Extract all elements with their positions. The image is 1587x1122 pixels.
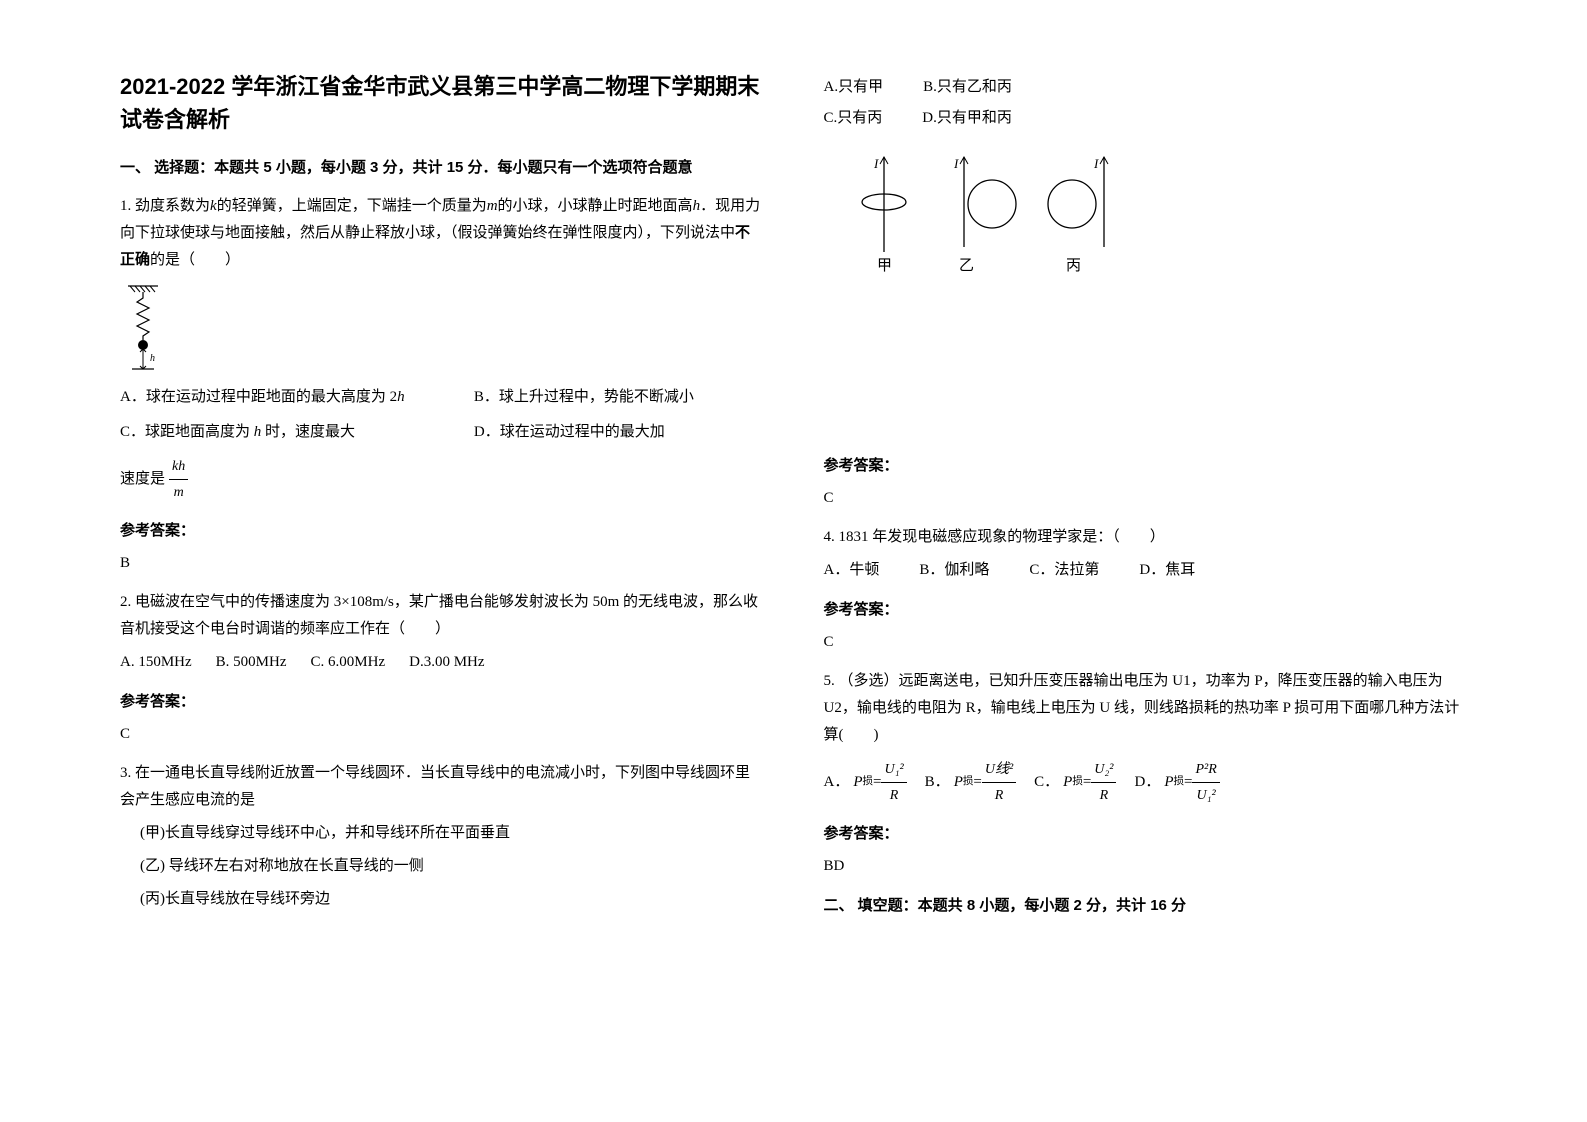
q2-option-b: B. 500MHz <box>216 649 287 676</box>
q3-option-d: D.只有甲和丙 <box>922 105 1012 132</box>
q5-sun-d: 损 <box>1174 773 1185 792</box>
q5-label-c: C． <box>1034 769 1059 796</box>
q1-opt-a-text: A．球在运动过程中距地面的最大高度为 2 <box>120 389 397 405</box>
q5-sun-b: 损 <box>963 773 974 792</box>
q3-line-jia: (甲)长直导线穿过导线环中心，并和导线环所在平面垂直 <box>120 820 764 847</box>
q2-option-c: C. 6.00MHz <box>311 649 386 676</box>
q1-option-c: C．球距地面高度为 h 时，速度最大 <box>120 419 474 446</box>
question-3: 3. 在一通电长直导线附近放置一个导线圆环．当长直导线中的电流减小时，下列图中导… <box>120 760 764 913</box>
svg-text:乙: 乙 <box>959 258 974 274</box>
q5-p-a: P <box>853 769 862 796</box>
q1-opt-c-tail: 时，速度最大 <box>265 424 355 440</box>
q1-optd-frac: kh m <box>169 454 188 505</box>
section-1-header: 一、 选择题：本题共 5 小题，每小题 3 分，共计 15 分．每小题只有一个选… <box>120 154 764 181</box>
q4-option-b: B．伽利略 <box>919 557 989 584</box>
q5-den-b: R <box>982 783 1016 808</box>
q1-part-a: 1. 劲度系数为 <box>120 198 210 214</box>
circuit-yi: I 乙 <box>953 156 1016 274</box>
q5-den-d: U₁² <box>1192 783 1219 808</box>
q1-opt-c-text: C．球距地面高度为 <box>120 424 250 440</box>
q5-sun-c: 损 <box>1072 773 1083 792</box>
q4-option-a: A．牛顿 <box>824 557 880 584</box>
q5-den-c: R <box>1091 783 1116 808</box>
q5-label-a: A． <box>824 769 850 796</box>
question-1: 1. 劲度系数为k的轻弹簧，上端固定，下端挂一个质量为m的小球，小球静止时距地面… <box>120 193 764 505</box>
q3-line-yi: (乙) 导线环左右对称地放在长直导线的一侧 <box>120 853 764 880</box>
q5-label-b: B． <box>925 769 950 796</box>
q1-option-a: A．球在运动过程中距地面的最大高度为 2h <box>120 384 474 411</box>
svg-text:I: I <box>873 156 879 171</box>
q5-option-b: B． P损= U线² R <box>925 757 1016 808</box>
circuit-bing: I 丙 <box>1048 156 1108 274</box>
answer-label-5: 参考答案： <box>824 820 1468 847</box>
q1-option-b: B．球上升过程中，势能不断减小 <box>474 384 764 411</box>
answer-label-4: 参考答案： <box>824 596 1468 623</box>
q1-answer: B <box>120 550 764 577</box>
q1-optd-den: m <box>169 480 188 505</box>
q1-part-c: 的小球，小球静止时距地面高 <box>498 198 693 214</box>
q1-m: m <box>487 198 498 214</box>
question-4: 4. 1831 年发现电磁感应现象的物理学家是：（ ） A．牛顿 B．伽利略 C… <box>824 524 1468 584</box>
svg-text:甲: 甲 <box>877 258 892 274</box>
section-2-header: 二、 填空题：本题共 8 小题，每小题 2 分，共计 16 分 <box>824 892 1468 919</box>
q3-line-bing: (丙)长直导线放在导线环旁边 <box>120 886 764 913</box>
svg-text:h: h <box>150 353 155 364</box>
q5-den-a: R <box>881 783 906 808</box>
answer-label-1: 参考答案： <box>120 517 764 544</box>
answer-label-2: 参考答案： <box>120 688 764 715</box>
question-5: 5. （多选）远距离送电，已知升压变压器输出电压为 U1，功率为 P，降压变压器… <box>824 668 1468 808</box>
q5-eq-c: = <box>1083 769 1091 796</box>
q1-option-d-head: D．球在运动过程中的最大加 <box>474 419 764 446</box>
q3-option-b: B.只有乙和丙 <box>923 74 1012 101</box>
q5-p-c: P <box>1063 769 1072 796</box>
q2-option-a: A. 150MHz <box>120 649 192 676</box>
q1-optd-num: kh <box>169 454 188 480</box>
q5-eq-b: = <box>973 769 981 796</box>
q1-h: h <box>693 198 701 214</box>
q5-option-d: D． P损= P²R U₁² <box>1134 757 1219 808</box>
q4-option-d: D．焦耳 <box>1139 557 1195 584</box>
q5-option-c: C． P损= U₂² R <box>1034 757 1116 808</box>
q3-answer: C <box>824 485 1468 512</box>
q2-text: 2. 电磁波在空气中的传播速度为 3×108m/s，某广播电台能够发射波长为 5… <box>120 589 764 643</box>
exam-title: 2021-2022 学年浙江省金华市武义县第三中学高二物理下学期期末试卷含解析 <box>120 70 764 136</box>
svg-text:I: I <box>1093 156 1099 171</box>
q5-option-a: A． P损= U₁² R <box>824 757 907 808</box>
q4-answer: C <box>824 629 1468 656</box>
q5-num-b: U线² <box>982 757 1016 783</box>
q5-p-b: P <box>954 769 963 796</box>
svg-text:I: I <box>953 156 959 171</box>
q5-answer: BD <box>824 853 1468 880</box>
q4-text: 4. 1831 年发现电磁感应现象的物理学家是：（ ） <box>824 524 1468 551</box>
answer-label-3: 参考答案： <box>824 452 1468 479</box>
q5-eq-d: = <box>1184 769 1192 796</box>
q5-num-a: U₁² <box>881 757 906 783</box>
q4-option-c: C．法拉第 <box>1029 557 1099 584</box>
q1-opt-a-h: h <box>397 389 405 405</box>
circuits-diagram: I 甲 I 乙 I 丙 <box>844 152 1468 292</box>
q5-text: 5. （多选）远距离送电，已知升压变压器输出电压为 U1，功率为 P，降压变压器… <box>824 668 1468 749</box>
q3-option-a: A.只有甲 <box>824 74 884 101</box>
q3-option-c: C.只有丙 <box>824 105 883 132</box>
q1-opt-c-h: h <box>254 424 262 440</box>
q5-eq-a: = <box>873 769 881 796</box>
q1-option-d-line2: 速度是 kh m <box>120 454 764 505</box>
q5-p-d: P <box>1164 769 1173 796</box>
q1-text: 1. 劲度系数为k的轻弹簧，上端固定，下端挂一个质量为m的小球，小球静止时距地面… <box>120 193 764 274</box>
q1-k: k <box>210 198 217 214</box>
circuit-jia: I 甲 <box>862 156 906 274</box>
spring-diagram: h <box>128 284 764 374</box>
q3-text: 3. 在一通电长直导线附近放置一个导线圆环．当长直导线中的电流减小时，下列图中导… <box>120 760 764 814</box>
q5-num-c: U₂² <box>1091 757 1116 783</box>
q2-option-d: D.3.00 MHz <box>409 649 484 676</box>
q5-label-d: D． <box>1134 769 1160 796</box>
q5-num-d: P²R <box>1192 757 1219 783</box>
q1-optd-prefix: 速度是 <box>120 466 165 493</box>
q5-sun-a: 损 <box>863 773 874 792</box>
q2-answer: C <box>120 721 764 748</box>
svg-text:丙: 丙 <box>1066 258 1081 274</box>
q1-part-e: 的是（ ） <box>150 252 240 268</box>
question-2: 2. 电磁波在空气中的传播速度为 3×108m/s，某广播电台能够发射波长为 5… <box>120 589 764 676</box>
q1-part-b: 的轻弹簧，上端固定，下端挂一个质量为 <box>217 198 487 214</box>
